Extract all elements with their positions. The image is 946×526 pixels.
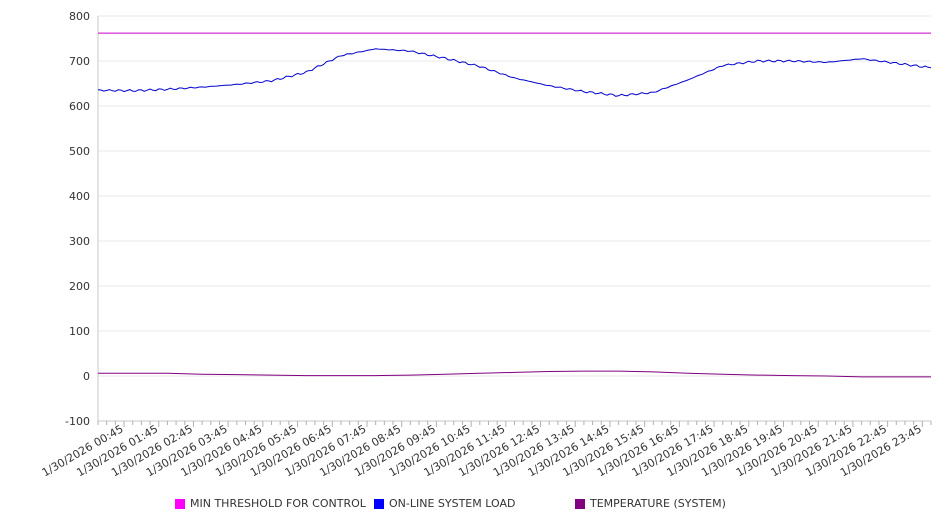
legend-swatch-min-threshold (175, 498, 185, 509)
legend-label-temperature: TEMPERATURE (SYSTEM) (590, 497, 726, 510)
legend-label-system-load: ON-LINE SYSTEM LOAD (389, 497, 516, 510)
y-tick-label: 600 (69, 100, 90, 113)
series-system-load-line (97, 48, 932, 97)
y-tick-label: 400 (69, 190, 90, 203)
y-tick-label: 700 (69, 55, 90, 68)
series-lines (97, 32, 932, 378)
legend-swatch-temperature (575, 498, 585, 509)
y-tick-label: 0 (83, 370, 90, 383)
legend-item-temperature: TEMPERATURE (SYSTEM) (575, 497, 726, 510)
axes (97, 16, 932, 427)
legend: MIN THRESHOLD FOR CONTROL ON-LINE SYSTEM… (0, 497, 946, 515)
y-tick-label: 300 (69, 235, 90, 248)
grid-lines (98, 15, 931, 422)
legend-item-system-load: ON-LINE SYSTEM LOAD (374, 497, 515, 510)
y-tick-label: 800 (69, 10, 90, 23)
legend-item-min-threshold: MIN THRESHOLD FOR CONTROL (175, 497, 366, 510)
y-tick-label: 200 (69, 280, 90, 293)
y-tick-label: 100 (69, 325, 90, 338)
y-tick-label: -100 (65, 415, 90, 428)
series-temperature-line (98, 370, 931, 378)
y-tick-label: 500 (69, 145, 90, 158)
legend-swatch-system-load (374, 498, 384, 509)
legend-label-min-threshold: MIN THRESHOLD FOR CONTROL (190, 497, 366, 510)
